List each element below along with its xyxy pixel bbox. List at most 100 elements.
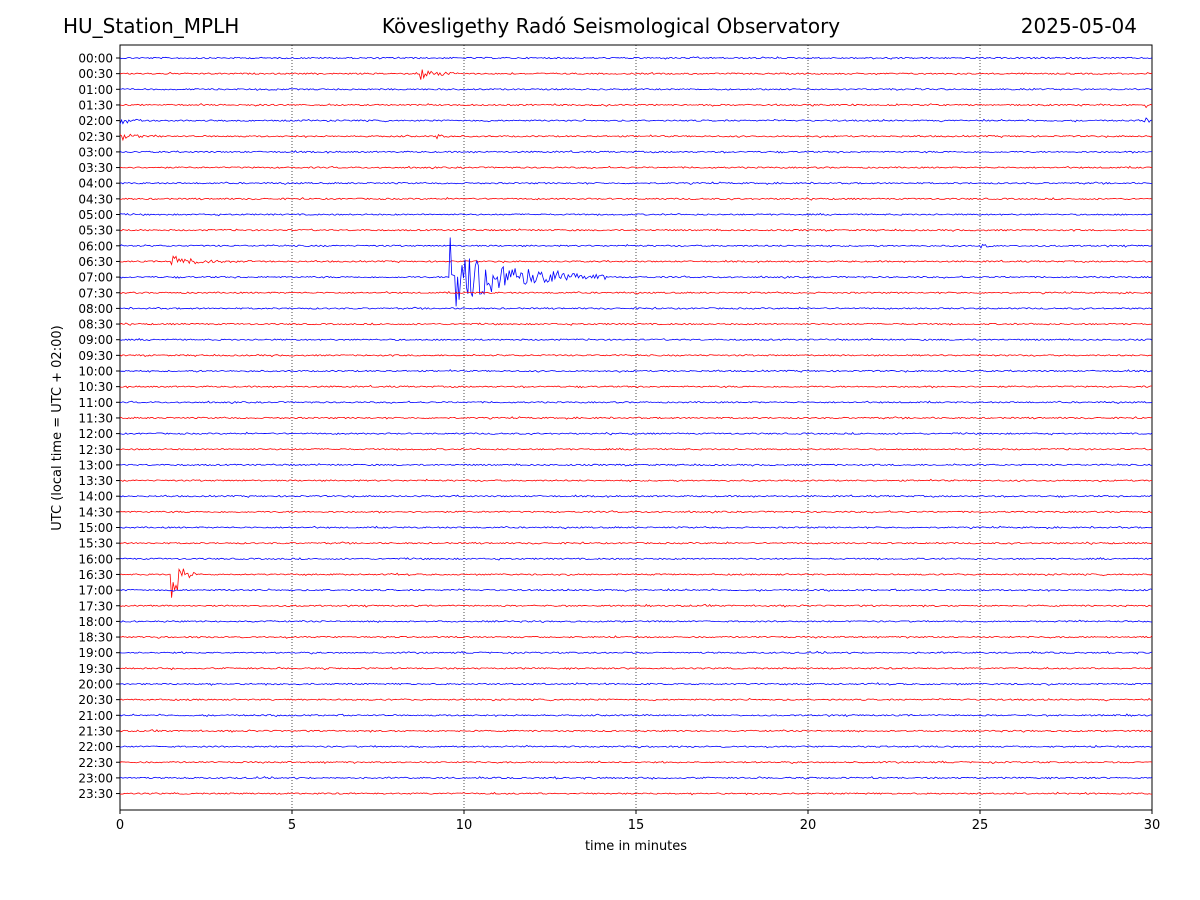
y-tick-label: 07:30 xyxy=(78,286,113,300)
y-tick-label: 20:00 xyxy=(78,678,113,692)
seismogram-trace xyxy=(119,56,1153,60)
x-tick-label: 25 xyxy=(972,818,989,833)
seismogram-trace xyxy=(119,478,1153,483)
y-tick-label: 15:00 xyxy=(78,521,113,535)
y-tick-label: 21:30 xyxy=(78,724,113,738)
y-tick-label: 18:00 xyxy=(78,615,113,629)
y-tick-label: 15:30 xyxy=(78,537,113,551)
seismogram-trace xyxy=(119,416,1153,420)
y-tick-label: 04:00 xyxy=(78,177,113,191)
y-tick-label: 07:00 xyxy=(78,271,113,285)
chart-date: 2025-05-04 xyxy=(1020,14,1137,38)
seismogram-trace xyxy=(119,510,1153,514)
seismogram-trace xyxy=(119,776,1153,780)
y-tick-label: 14:30 xyxy=(78,505,113,519)
x-axis-label: time in minutes xyxy=(585,839,687,854)
y-tick-label: 11:00 xyxy=(78,396,113,410)
seismogram-trace xyxy=(119,729,1153,733)
seismogram-trace xyxy=(119,87,1153,91)
seismogram-trace xyxy=(119,290,1153,295)
y-tick-label: 14:00 xyxy=(78,490,113,504)
seismogram-trace xyxy=(119,400,1153,404)
seismogram-trace xyxy=(119,682,1153,686)
x-tick-label: 5 xyxy=(288,818,296,833)
seismogram-trace xyxy=(119,588,1153,592)
seismogram-trace xyxy=(119,237,1153,307)
y-tick-label: 16:00 xyxy=(78,552,113,566)
seismogram-trace xyxy=(119,228,1153,232)
y-tick-label: 13:00 xyxy=(78,458,113,472)
y-tick-label: 21:00 xyxy=(78,709,113,723)
seismogram-trace xyxy=(119,635,1153,639)
y-tick-label: 03:30 xyxy=(78,161,113,175)
y-tick-label: 03:00 xyxy=(78,145,113,159)
x-tick-label: 15 xyxy=(628,818,645,833)
seismogram-trace xyxy=(119,744,1153,749)
y-tick-label: 06:30 xyxy=(78,255,113,269)
y-tick-label: 19:30 xyxy=(78,662,113,676)
station-name: HU_Station_MPLH xyxy=(63,14,240,38)
y-axis-label: UTC (local time = UTC + 02:00) xyxy=(50,325,65,530)
y-tick-label: 11:30 xyxy=(78,411,113,425)
y-tick-label: 23:00 xyxy=(78,771,113,785)
seismogram-trace xyxy=(119,337,1153,341)
y-tick-label: 05:00 xyxy=(78,208,113,222)
y-tick-label: 01:00 xyxy=(78,83,113,97)
seismogram-trace xyxy=(119,353,1153,358)
x-tick-label: 30 xyxy=(1144,818,1161,833)
y-tick-label: 22:30 xyxy=(78,756,113,770)
y-tick-label: 00:30 xyxy=(78,67,113,81)
seismogram-trace xyxy=(119,212,1153,217)
seismogram-trace xyxy=(119,243,1153,249)
y-tick-label: 19:00 xyxy=(78,646,113,660)
seismogram-trace xyxy=(119,369,1153,373)
y-tick-label: 00:00 xyxy=(78,52,113,66)
y-tick-label: 12:00 xyxy=(78,427,113,441)
seismogram-trace xyxy=(119,619,1153,624)
seismogram-trace xyxy=(119,791,1153,796)
seismogram-trace xyxy=(119,494,1153,499)
seismogram-trace xyxy=(119,165,1153,170)
y-tick-label: 17:30 xyxy=(78,599,113,613)
seismogram-trace xyxy=(119,760,1153,765)
seismogram-trace xyxy=(119,255,1153,266)
y-tick-label: 08:30 xyxy=(78,318,113,332)
seismogram-trace xyxy=(119,69,1153,80)
y-tick-label: 10:30 xyxy=(78,380,113,394)
seismogram-trace xyxy=(119,322,1153,326)
y-tick-label: 04:30 xyxy=(78,192,113,206)
seismogram-trace xyxy=(119,557,1153,561)
seismogram-trace xyxy=(119,650,1153,655)
y-tick-label: 18:30 xyxy=(78,631,113,645)
x-tick-label: 10 xyxy=(456,818,473,833)
seismogram-trace xyxy=(119,463,1153,467)
y-tick-label: 23:30 xyxy=(78,787,113,801)
y-tick-label: 22:00 xyxy=(78,740,113,754)
seismogram-trace xyxy=(119,447,1153,451)
y-tick-label: 09:00 xyxy=(78,333,113,347)
y-tick-label: 08:00 xyxy=(78,302,113,316)
y-tick-label: 01:30 xyxy=(78,98,113,112)
seismogram-trace xyxy=(119,603,1153,608)
seismogram-trace xyxy=(119,713,1153,718)
seismogram-trace xyxy=(119,384,1153,389)
seismogram-trace xyxy=(119,568,1153,598)
chart-title: Kövesligethy Radó Seismological Observat… xyxy=(381,14,841,38)
y-tick-label: 05:30 xyxy=(78,224,113,238)
seismogram-trace xyxy=(119,525,1153,530)
seismogram-trace xyxy=(119,103,1153,109)
seismogram-trace xyxy=(119,197,1153,201)
y-tick-label: 10:00 xyxy=(78,365,113,379)
seismogram-trace xyxy=(119,306,1153,310)
seismogram-trace xyxy=(119,697,1153,702)
y-tick-label: 20:30 xyxy=(78,693,113,707)
y-tick-label: 17:00 xyxy=(78,584,113,598)
y-tick-label: 12:30 xyxy=(78,443,113,457)
seismogram-trace xyxy=(119,541,1153,545)
seismogram-trace xyxy=(119,666,1153,671)
seismogram-trace xyxy=(119,133,1153,142)
seismogram-trace xyxy=(119,150,1153,154)
seismogram-trace xyxy=(119,431,1153,436)
seismogram-trace xyxy=(119,181,1153,185)
